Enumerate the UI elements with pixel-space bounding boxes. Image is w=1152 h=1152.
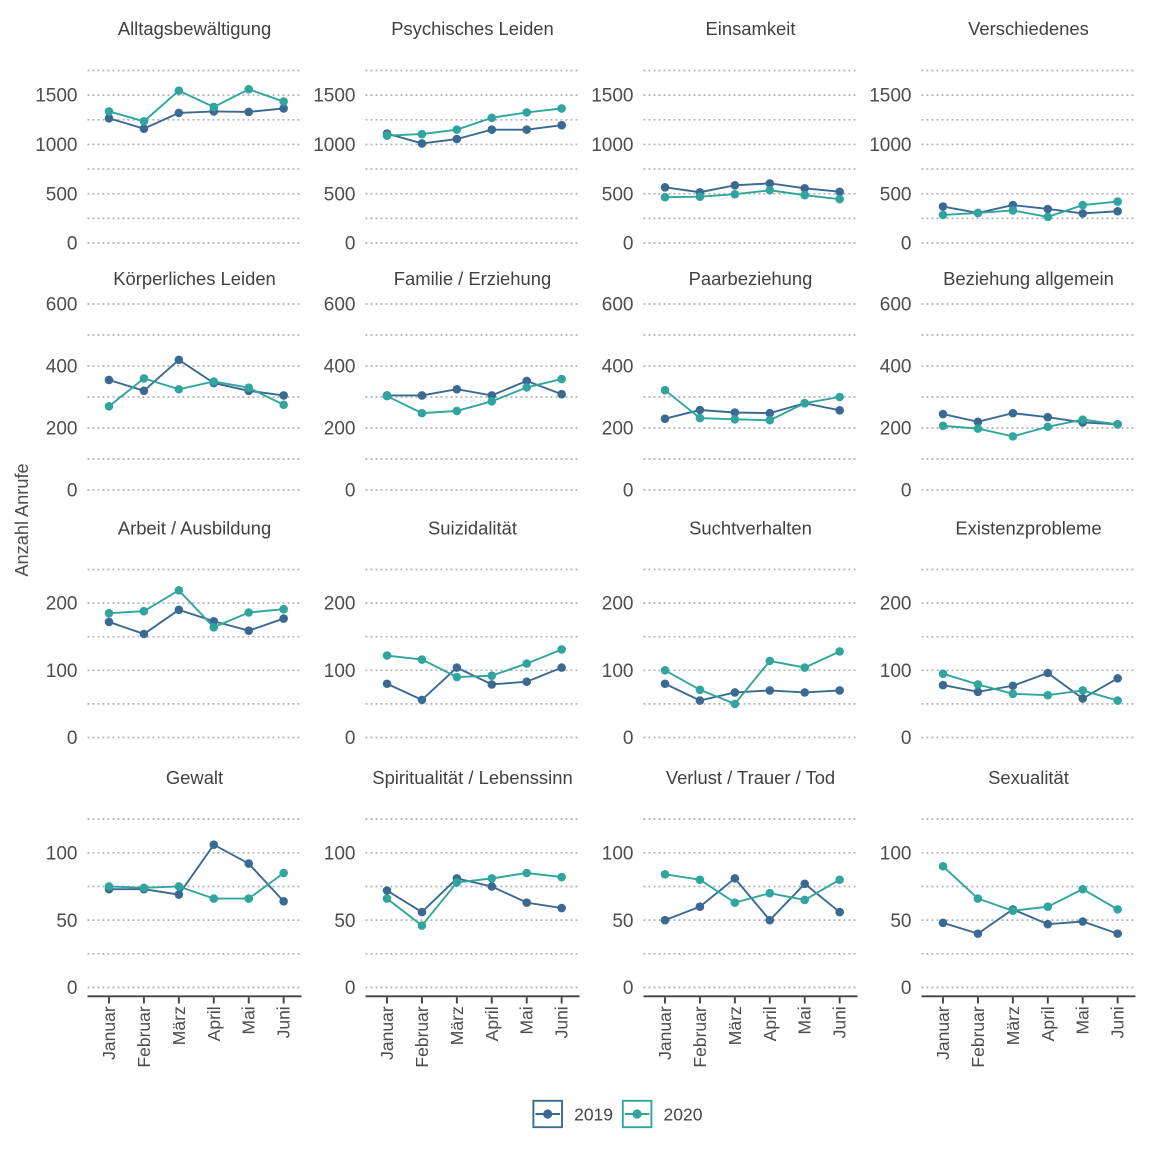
svg-text:Einsamkeit: Einsamkeit: [706, 18, 796, 39]
svg-text:400: 400: [46, 357, 78, 378]
svg-text:0: 0: [901, 481, 912, 502]
svg-text:500: 500: [324, 184, 356, 205]
svg-text:50: 50: [890, 911, 911, 932]
svg-text:600: 600: [324, 295, 356, 316]
svg-text:200: 200: [46, 594, 78, 615]
svg-text:0: 0: [67, 234, 78, 255]
svg-text:100: 100: [46, 843, 78, 864]
svg-text:März: März: [169, 1006, 189, 1045]
svg-text:Januar: Januar: [377, 1006, 397, 1060]
svg-text:1000: 1000: [313, 135, 355, 156]
svg-text:0: 0: [623, 728, 634, 749]
svg-text:Juni: Juni: [274, 1006, 294, 1038]
svg-text:1500: 1500: [313, 86, 355, 107]
svg-text:April: April: [204, 1006, 224, 1041]
svg-text:200: 200: [880, 594, 912, 615]
svg-text:100: 100: [46, 661, 78, 682]
svg-text:200: 200: [602, 594, 634, 615]
svg-text:Paarbeziehung: Paarbeziehung: [689, 268, 813, 289]
svg-text:Februar: Februar: [412, 1006, 432, 1067]
svg-text:Februar: Februar: [968, 1006, 988, 1067]
svg-text:500: 500: [880, 184, 912, 205]
svg-text:500: 500: [602, 184, 634, 205]
svg-text:0: 0: [345, 728, 356, 749]
svg-text:Verlust / Trauer / Tod: Verlust / Trauer / Tod: [666, 767, 835, 788]
svg-text:2019: 2019: [574, 1105, 613, 1125]
svg-text:100: 100: [324, 661, 356, 682]
svg-text:100: 100: [324, 843, 356, 864]
svg-text:Mai: Mai: [795, 1006, 815, 1034]
svg-text:Juni: Juni: [830, 1006, 850, 1038]
svg-text:Suizidalität: Suizidalität: [428, 517, 517, 538]
svg-text:Juni: Juni: [1108, 1006, 1128, 1038]
svg-text:0: 0: [345, 234, 356, 255]
svg-text:2020: 2020: [664, 1105, 703, 1125]
svg-text:400: 400: [602, 357, 634, 378]
svg-text:Körperliches Leiden: Körperliches Leiden: [113, 268, 276, 289]
svg-text:Februar: Februar: [134, 1006, 154, 1067]
svg-text:Mai: Mai: [517, 1006, 537, 1034]
svg-text:April: April: [1038, 1006, 1058, 1041]
svg-text:Januar: Januar: [933, 1006, 953, 1060]
svg-text:März: März: [447, 1006, 467, 1045]
svg-text:Alltagsbewältigung: Alltagsbewältigung: [118, 18, 271, 39]
svg-text:200: 200: [46, 419, 78, 440]
svg-text:1500: 1500: [591, 86, 633, 107]
svg-text:Gewalt: Gewalt: [166, 767, 223, 788]
svg-text:0: 0: [623, 481, 634, 502]
svg-text:Familie / Erziehung: Familie / Erziehung: [394, 268, 551, 289]
svg-text:100: 100: [880, 843, 912, 864]
svg-text:1500: 1500: [35, 86, 77, 107]
svg-text:Februar: Februar: [690, 1006, 710, 1067]
svg-text:400: 400: [324, 357, 356, 378]
svg-text:Spiritualität / Lebenssinn: Spiritualität / Lebenssinn: [372, 767, 572, 788]
svg-text:100: 100: [602, 661, 634, 682]
svg-text:600: 600: [880, 295, 912, 316]
svg-text:1000: 1000: [35, 135, 77, 156]
svg-text:50: 50: [334, 911, 355, 932]
svg-text:0: 0: [345, 481, 356, 502]
svg-text:März: März: [1003, 1006, 1023, 1045]
svg-text:50: 50: [56, 911, 77, 932]
svg-text:0: 0: [901, 978, 912, 999]
svg-text:0: 0: [901, 234, 912, 255]
svg-text:500: 500: [46, 184, 78, 205]
svg-text:200: 200: [880, 419, 912, 440]
svg-text:Mai: Mai: [239, 1006, 259, 1034]
svg-text:100: 100: [602, 843, 634, 864]
svg-text:0: 0: [623, 978, 634, 999]
svg-text:Januar: Januar: [655, 1006, 675, 1060]
svg-text:Existenzprobleme: Existenzprobleme: [955, 517, 1101, 538]
svg-text:April: April: [760, 1006, 780, 1041]
svg-text:0: 0: [901, 728, 912, 749]
svg-text:Mai: Mai: [1073, 1006, 1093, 1034]
svg-text:0: 0: [67, 481, 78, 502]
svg-text:0: 0: [67, 728, 78, 749]
svg-text:200: 200: [324, 419, 356, 440]
svg-text:Januar: Januar: [99, 1006, 119, 1060]
svg-text:März: März: [725, 1006, 745, 1045]
svg-text:0: 0: [67, 978, 78, 999]
svg-text:Sexualität: Sexualität: [988, 767, 1069, 788]
svg-text:1000: 1000: [869, 135, 911, 156]
svg-text:600: 600: [602, 295, 634, 316]
svg-text:Arbeit / Ausbildung: Arbeit / Ausbildung: [118, 517, 271, 538]
svg-text:200: 200: [324, 594, 356, 615]
svg-text:Suchtverhalten: Suchtverhalten: [689, 517, 812, 538]
svg-text:Juni: Juni: [552, 1006, 572, 1038]
svg-text:0: 0: [345, 978, 356, 999]
svg-text:Anzahl Anrufe: Anzahl Anrufe: [12, 463, 32, 576]
svg-text:1000: 1000: [591, 135, 633, 156]
svg-text:Beziehung allgemein: Beziehung allgemein: [943, 268, 1114, 289]
svg-text:April: April: [482, 1006, 502, 1041]
svg-text:50: 50: [612, 911, 633, 932]
svg-text:1500: 1500: [869, 86, 911, 107]
svg-text:0: 0: [623, 234, 634, 255]
svg-text:Verschiedenes: Verschiedenes: [968, 18, 1089, 39]
svg-text:200: 200: [602, 419, 634, 440]
svg-text:400: 400: [880, 357, 912, 378]
svg-text:Psychisches Leiden: Psychisches Leiden: [391, 18, 554, 39]
svg-text:100: 100: [880, 661, 912, 682]
svg-text:600: 600: [46, 295, 78, 316]
